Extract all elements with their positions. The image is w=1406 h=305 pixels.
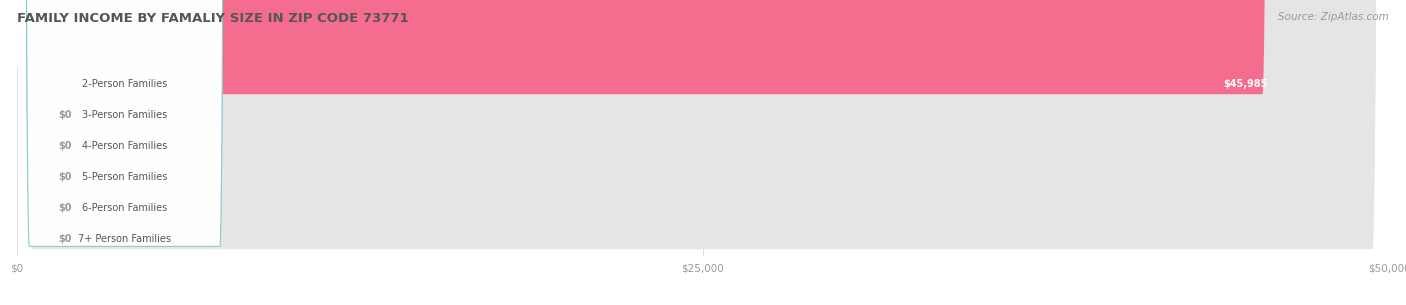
FancyBboxPatch shape: [17, 0, 49, 249]
Text: $45,985: $45,985: [1223, 79, 1268, 89]
Text: FAMILY INCOME BY FAMALIY SIZE IN ZIP CODE 73771: FAMILY INCOME BY FAMALIY SIZE IN ZIP COD…: [17, 12, 409, 25]
FancyBboxPatch shape: [17, 0, 49, 125]
FancyBboxPatch shape: [18, 0, 231, 153]
FancyBboxPatch shape: [17, 0, 49, 156]
FancyBboxPatch shape: [17, 0, 49, 218]
FancyBboxPatch shape: [17, 0, 1389, 249]
Text: 3-Person Families: 3-Person Families: [82, 110, 167, 120]
Text: 5-Person Families: 5-Person Families: [82, 172, 167, 182]
FancyBboxPatch shape: [17, 0, 1389, 187]
FancyBboxPatch shape: [18, 0, 231, 185]
FancyBboxPatch shape: [17, 0, 1389, 218]
Text: 2-Person Families: 2-Person Families: [82, 79, 167, 89]
FancyBboxPatch shape: [18, 0, 231, 122]
Text: $0: $0: [58, 141, 72, 151]
Text: 4-Person Families: 4-Person Families: [82, 141, 167, 151]
FancyBboxPatch shape: [17, 0, 49, 187]
Text: Source: ZipAtlas.com: Source: ZipAtlas.com: [1278, 12, 1389, 22]
FancyBboxPatch shape: [18, 0, 231, 215]
FancyBboxPatch shape: [17, 0, 1389, 156]
Text: $0: $0: [58, 234, 72, 244]
Text: 6-Person Families: 6-Person Families: [82, 203, 167, 213]
Text: $0: $0: [58, 172, 72, 182]
FancyBboxPatch shape: [18, 0, 231, 246]
FancyBboxPatch shape: [18, 0, 231, 92]
Text: $0: $0: [58, 203, 72, 213]
FancyBboxPatch shape: [17, 0, 1389, 94]
FancyBboxPatch shape: [17, 0, 1279, 94]
FancyBboxPatch shape: [17, 0, 1389, 125]
Text: $0: $0: [58, 110, 72, 120]
Text: 7+ Person Families: 7+ Person Families: [79, 234, 172, 244]
